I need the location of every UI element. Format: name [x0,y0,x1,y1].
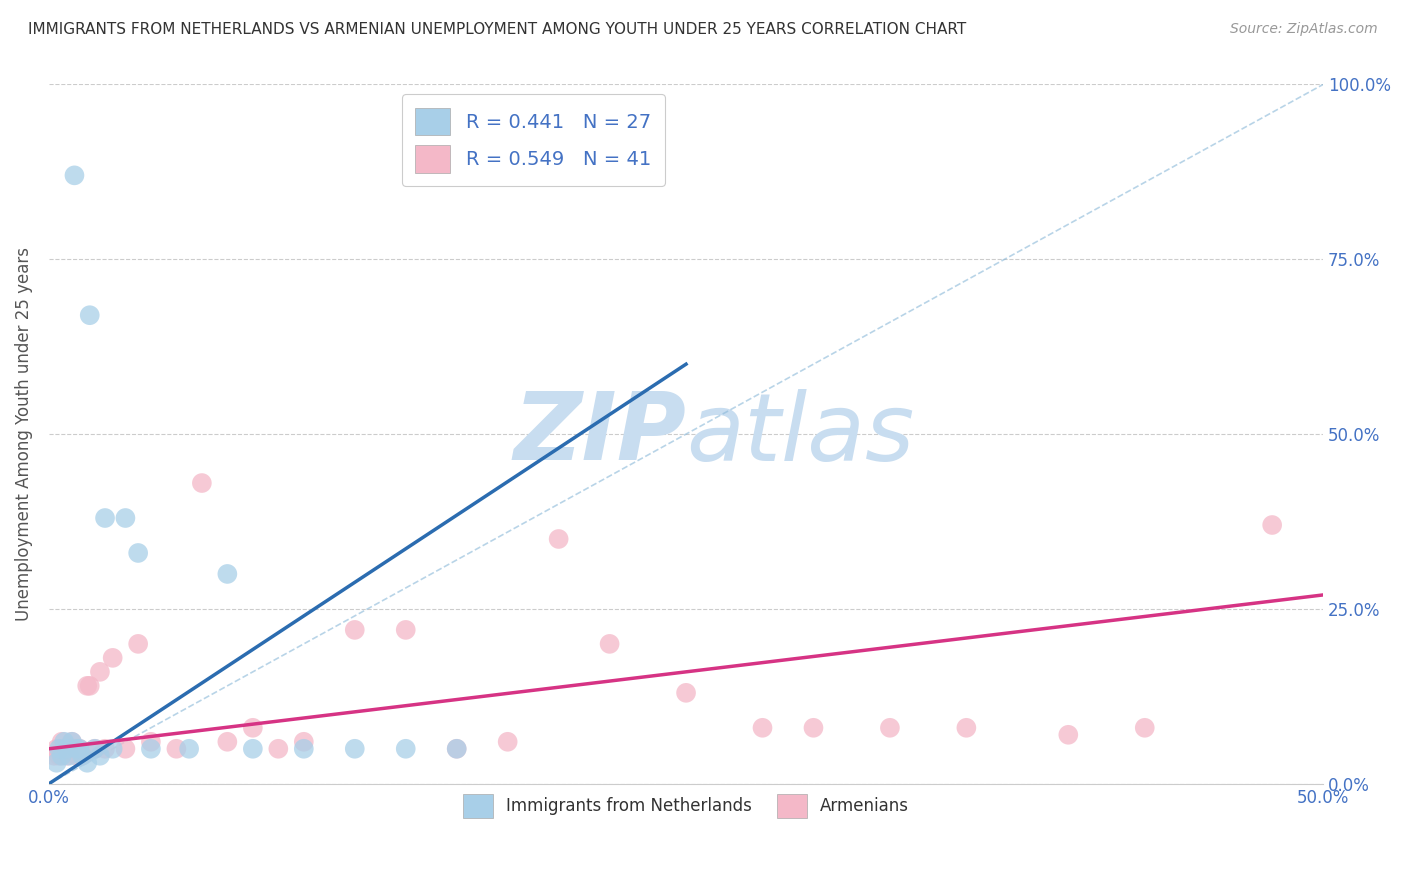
Point [496,735,519,749]
Y-axis label: Unemployment Among Youth under 25 years: Unemployment Among Youth under 25 years [15,247,32,621]
Point [242,721,264,735]
Point [79,308,101,322]
Point [803,721,825,735]
Point [675,686,697,700]
Point [48,748,70,763]
Text: atlas: atlas [686,389,914,480]
Point [114,511,136,525]
Point [751,721,773,735]
Point [89,748,111,763]
Point [56,741,79,756]
Point [343,623,366,637]
Point [139,735,162,749]
Point [83,741,105,756]
Point [267,741,290,756]
Point [76,679,98,693]
Point [94,741,117,756]
Point [58,741,80,756]
Point [76,756,98,770]
Legend: Immigrants from Netherlands, Armenians: Immigrants from Netherlands, Armenians [456,788,915,824]
Point [60,735,83,749]
Point [446,741,468,756]
Point [56,748,79,763]
Point [66,748,89,763]
Point [114,741,136,756]
Point [395,741,418,756]
Point [395,623,418,637]
Point [45,756,67,770]
Point [217,566,239,581]
Point [58,748,80,763]
Point [242,741,264,756]
Point [179,741,201,756]
Point [53,735,76,749]
Point [547,532,569,546]
Point [446,741,468,756]
Point [1261,518,1284,533]
Point [70,748,93,763]
Point [70,748,93,763]
Point [879,721,901,735]
Point [63,169,86,183]
Point [51,748,73,763]
Text: IMMIGRANTS FROM NETHERLANDS VS ARMENIAN UNEMPLOYMENT AMONG YOUTH UNDER 25 YEARS : IMMIGRANTS FROM NETHERLANDS VS ARMENIAN … [28,22,966,37]
Point [63,741,86,756]
Point [292,735,315,749]
Point [343,741,366,756]
Point [42,748,65,763]
Point [127,637,149,651]
Point [69,741,91,756]
Point [48,741,70,756]
Point [79,679,101,693]
Text: Source: ZipAtlas.com: Source: ZipAtlas.com [1230,22,1378,37]
Point [1133,721,1156,735]
Point [191,476,214,491]
Point [83,741,105,756]
Text: ZIP: ZIP [513,388,686,480]
Point [599,637,621,651]
Point [292,741,315,756]
Point [51,735,73,749]
Point [53,741,76,756]
Point [101,651,124,665]
Point [165,741,187,756]
Point [139,741,162,756]
Point [1057,728,1080,742]
Point [127,546,149,560]
Point [66,741,89,756]
Point [69,741,91,756]
Point [217,735,239,749]
Point [955,721,977,735]
Point [94,511,117,525]
Point [60,735,83,749]
Point [101,741,124,756]
Point [45,741,67,756]
Point [89,665,111,679]
